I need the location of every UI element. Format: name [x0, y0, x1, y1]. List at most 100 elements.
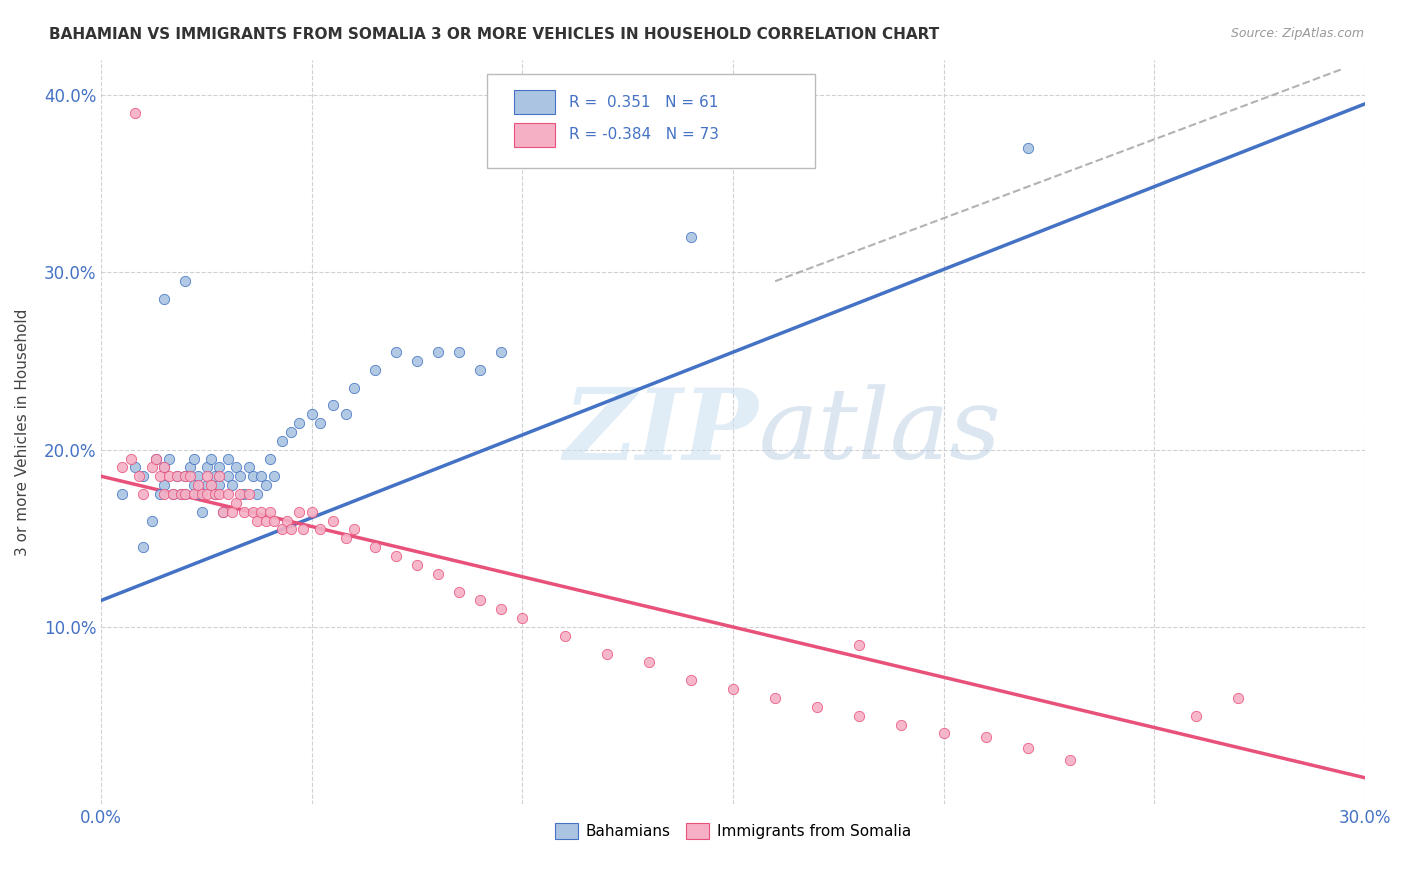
Point: [250, 505, 273, 519]
Text: Source: ZipAtlas.com: Source: ZipAtlas.com: [1230, 27, 1364, 40]
Text: BAHAMIAN VS IMMIGRANTS FROM SOMALIA 3 OR MORE VEHICLES IN HOUSEHOLD CORRELATION : BAHAMIAN VS IMMIGRANTS FROM SOMALIA 3 OR…: [49, 27, 939, 42]
Point: [890, 717, 912, 731]
Point: [806, 699, 828, 714]
Point: [111, 460, 134, 475]
Point: [208, 487, 231, 501]
Point: [217, 469, 239, 483]
Point: [263, 514, 285, 528]
Point: [470, 593, 492, 607]
Point: [187, 478, 209, 492]
Point: [229, 469, 252, 483]
Point: [183, 487, 205, 501]
Point: [238, 487, 260, 501]
Point: [157, 469, 180, 483]
Point: [343, 381, 366, 395]
Point: [427, 345, 450, 359]
Point: [335, 407, 357, 421]
Point: [259, 505, 281, 519]
Text: ZIP: ZIP: [564, 384, 758, 480]
Point: [141, 514, 163, 528]
Point: [174, 469, 197, 483]
FancyBboxPatch shape: [486, 75, 815, 168]
Point: [166, 469, 188, 483]
Point: [449, 345, 471, 359]
Point: [385, 549, 408, 563]
Point: [153, 460, 176, 475]
Point: [174, 487, 197, 501]
Point: [301, 407, 323, 421]
Point: [179, 469, 201, 483]
Point: [195, 478, 218, 492]
Point: [153, 460, 176, 475]
Point: [1017, 141, 1039, 155]
Point: [145, 451, 167, 466]
Point: [309, 416, 332, 430]
Point: [721, 681, 744, 696]
Point: [385, 345, 408, 359]
Point: [470, 363, 492, 377]
Point: [174, 487, 197, 501]
Point: [246, 487, 269, 501]
Point: [242, 469, 264, 483]
Bar: [515, 123, 555, 146]
Point: [288, 416, 311, 430]
Point: [322, 398, 344, 412]
Point: [1185, 708, 1208, 723]
Point: [111, 487, 134, 501]
Point: [1227, 690, 1250, 705]
Point: [195, 460, 218, 475]
Point: [141, 460, 163, 475]
Point: [292, 523, 315, 537]
Point: [932, 726, 955, 740]
Point: [271, 523, 294, 537]
Point: [217, 451, 239, 466]
Text: atlas: atlas: [758, 384, 1001, 480]
Point: [974, 730, 997, 744]
Point: [263, 469, 285, 483]
Point: [170, 487, 193, 501]
Point: [322, 514, 344, 528]
Point: [225, 496, 247, 510]
Point: [153, 478, 176, 492]
Point: [132, 487, 155, 501]
Point: [200, 451, 222, 466]
Point: [195, 487, 218, 501]
Point: [162, 487, 184, 501]
Point: [174, 274, 197, 288]
Point: [427, 566, 450, 581]
Point: [848, 708, 870, 723]
Point: [217, 487, 239, 501]
Point: [204, 487, 226, 501]
Point: [132, 540, 155, 554]
Point: [595, 647, 617, 661]
Point: [1017, 740, 1039, 755]
Point: [259, 451, 281, 466]
Point: [145, 451, 167, 466]
Point: [679, 673, 702, 688]
Point: [174, 469, 197, 483]
Point: [149, 487, 172, 501]
Point: [191, 505, 214, 519]
Point: [166, 469, 188, 483]
Text: R = -0.384   N = 73: R = -0.384 N = 73: [569, 128, 718, 143]
Point: [221, 505, 243, 519]
Point: [449, 584, 471, 599]
Text: R =  0.351   N = 61: R = 0.351 N = 61: [569, 95, 718, 110]
Point: [187, 487, 209, 501]
Point: [491, 345, 513, 359]
Point: [406, 354, 429, 368]
Point: [153, 292, 176, 306]
Point: [679, 230, 702, 244]
Point: [271, 434, 294, 448]
Point: [179, 460, 201, 475]
Point: [212, 505, 235, 519]
Point: [233, 487, 256, 501]
Point: [170, 487, 193, 501]
Point: [848, 638, 870, 652]
Point: [221, 478, 243, 492]
Point: [128, 469, 150, 483]
Point: [208, 469, 231, 483]
Point: [183, 451, 205, 466]
Point: [554, 629, 576, 643]
Point: [120, 451, 142, 466]
